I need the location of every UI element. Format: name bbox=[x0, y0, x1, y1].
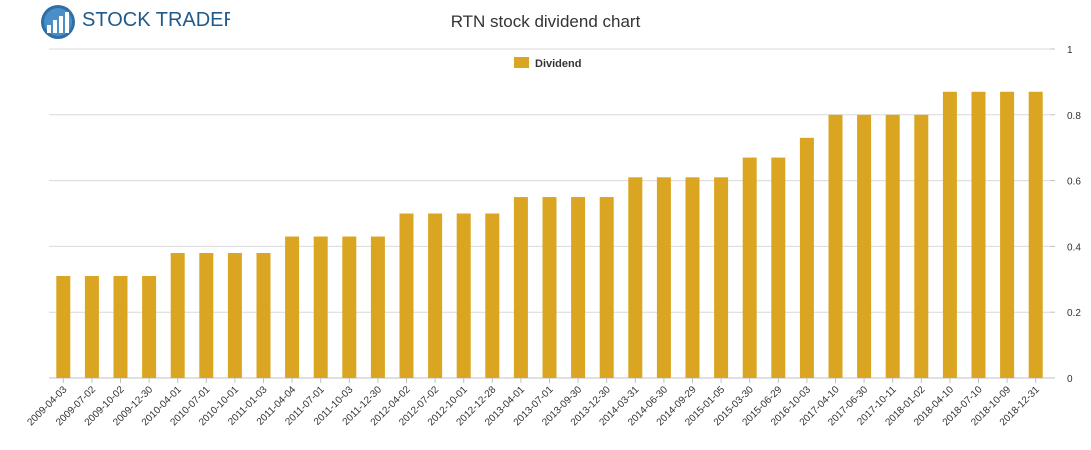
legend-swatch bbox=[514, 57, 529, 68]
logo bbox=[41, 5, 75, 39]
y-tick-label: 0.8 bbox=[1067, 111, 1081, 122]
dividend-bar bbox=[142, 276, 157, 378]
dividend-bar bbox=[914, 114, 929, 379]
dividend-bar bbox=[313, 236, 328, 378]
dividend-bar bbox=[942, 91, 957, 379]
y-tick-label: 0 bbox=[1067, 374, 1073, 385]
dividend-bar bbox=[113, 276, 128, 378]
dividend-bar bbox=[542, 197, 557, 378]
dividend-bar bbox=[256, 252, 271, 378]
dividend-bar bbox=[885, 114, 900, 379]
dividend-bar bbox=[971, 91, 986, 379]
dividend-bar bbox=[399, 213, 414, 378]
y-tick-label: 0.6 bbox=[1067, 177, 1081, 188]
dividend-bar bbox=[857, 114, 872, 379]
dividend-bar bbox=[428, 213, 443, 378]
dividend-bar bbox=[342, 236, 357, 378]
logo-text: STOCK TRADERS bbox=[82, 9, 230, 31]
dividend-bar bbox=[771, 157, 786, 378]
dividend-bar bbox=[227, 252, 242, 378]
chart-title: RTN stock dividend chart bbox=[450, 12, 641, 31]
dividend-bar bbox=[199, 252, 214, 378]
dividend-bar bbox=[599, 197, 614, 378]
dividend-bar bbox=[456, 213, 471, 378]
dividend-bar bbox=[485, 213, 500, 378]
dividend-bar bbox=[714, 177, 729, 378]
dividend-bar bbox=[571, 197, 586, 378]
dividend-bar bbox=[513, 197, 528, 378]
dividend-bar bbox=[656, 177, 671, 378]
dividend-bar bbox=[799, 137, 814, 378]
dividend-bar bbox=[828, 114, 843, 379]
dividend-bar bbox=[285, 236, 300, 378]
chart-logo-icon bbox=[41, 5, 75, 39]
legend-label: Dividend bbox=[535, 58, 581, 70]
dividend-bar bbox=[685, 177, 700, 378]
dividend-bar bbox=[370, 236, 385, 378]
dividend-bar bbox=[742, 157, 757, 378]
dividend-bar bbox=[56, 276, 71, 378]
dividend-bar bbox=[1028, 91, 1043, 379]
dividend-bar bbox=[170, 252, 185, 378]
y-tick-label: 0.2 bbox=[1067, 308, 1081, 319]
y-tick-label: 0.4 bbox=[1067, 242, 1081, 253]
dividend-bar bbox=[628, 177, 643, 378]
y-tick-label: 1 bbox=[1067, 45, 1073, 56]
dividend-bar bbox=[84, 276, 99, 378]
dividend-bar bbox=[1000, 91, 1015, 379]
